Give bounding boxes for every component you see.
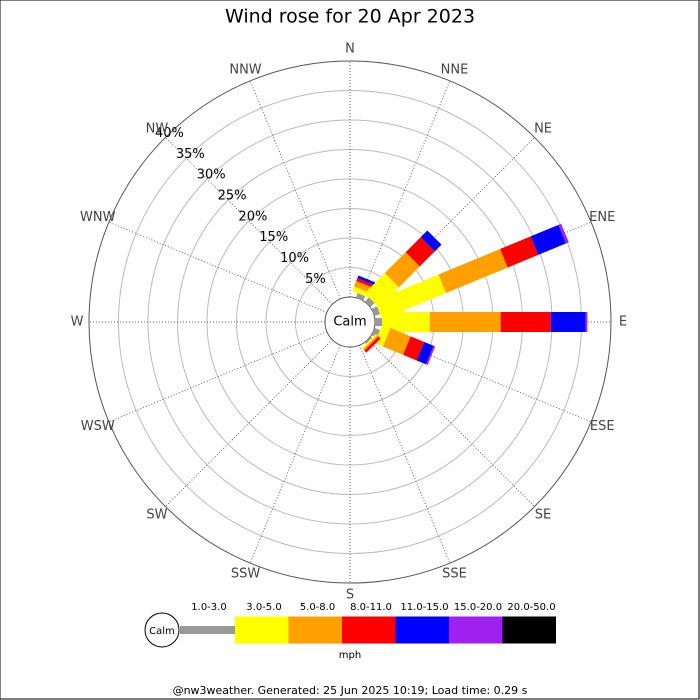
direction-label: WNW xyxy=(80,210,116,225)
unit-label: mph xyxy=(339,650,361,661)
legend-label: 11.0-15.0 xyxy=(400,602,448,613)
r-tick-label: 35% xyxy=(176,147,205,162)
spoke xyxy=(165,137,333,305)
r-tick-label: 20% xyxy=(238,209,267,224)
wind-bar xyxy=(357,275,377,286)
direction-label: W xyxy=(71,315,84,330)
legend-swatch xyxy=(180,626,235,634)
direction-label: ESE xyxy=(590,419,615,434)
direction-label: S xyxy=(346,588,354,603)
wind-bar xyxy=(355,293,366,301)
r-tick-label: 30% xyxy=(197,168,226,183)
wind-bar xyxy=(558,223,569,244)
wind-bar xyxy=(382,327,411,355)
wind-bar xyxy=(438,249,508,293)
grid-ring xyxy=(88,60,612,584)
direction-label: NNE xyxy=(441,62,469,77)
wind-bar xyxy=(420,230,442,252)
wind-bar xyxy=(429,312,501,332)
legend-label: 3.0-5.0 xyxy=(246,602,281,613)
wind-bar xyxy=(550,312,586,332)
direction-label: ENE xyxy=(589,210,615,225)
footer: @nw3weather. Generated: 25 Jun 2025 10:1… xyxy=(173,684,528,697)
wind-bar xyxy=(405,237,435,267)
wind-bar xyxy=(530,224,567,255)
wind-bar xyxy=(384,252,420,288)
wind-bar xyxy=(364,273,399,308)
wind-bar xyxy=(364,297,375,308)
legend-swatch xyxy=(502,616,556,644)
legend-calm-label: Calm xyxy=(149,626,175,637)
direction-label: SSE xyxy=(442,567,467,582)
wind-bar xyxy=(371,306,381,317)
spoke xyxy=(249,80,341,300)
wind-bar xyxy=(382,312,430,332)
r-tick-label: 40% xyxy=(155,126,184,141)
direction-label: SW xyxy=(146,508,167,523)
direction-label: NE xyxy=(534,121,552,136)
spoke xyxy=(359,80,451,300)
r-tick-label: 25% xyxy=(218,189,247,204)
wind-bar xyxy=(585,312,588,332)
wind-bar xyxy=(425,345,436,365)
legend-swatch xyxy=(235,616,289,644)
calm-label: Calm xyxy=(333,315,366,330)
legend-swatch xyxy=(342,616,396,644)
legend-label: 15.0-20.0 xyxy=(454,602,502,613)
wind-bar xyxy=(374,274,447,320)
wind-bar xyxy=(363,335,379,351)
wind-bar xyxy=(364,336,381,353)
direction-label: NNW xyxy=(229,62,261,77)
legend-label: 5.0-8.0 xyxy=(300,602,335,613)
legend-label: 20.0-50.0 xyxy=(507,602,555,613)
wind-bar xyxy=(361,333,378,350)
spoke xyxy=(367,339,535,507)
legend-swatch xyxy=(288,616,342,644)
wind-bar xyxy=(371,327,381,338)
wind-bar xyxy=(500,312,551,332)
legend-label: 1.0-3.0 xyxy=(191,602,226,613)
chart-title: Wind rose for 20 Apr 2023 xyxy=(225,6,475,28)
spoke xyxy=(108,331,328,423)
wind-bar xyxy=(356,278,376,289)
direction-label: NW xyxy=(146,121,169,136)
legend-label: 8.0-11.0 xyxy=(350,602,392,613)
direction-label: E xyxy=(619,315,627,330)
legend-swatch xyxy=(449,616,503,644)
wind-bar xyxy=(500,236,539,268)
r-tick-label: 10% xyxy=(280,251,309,266)
wind-bar xyxy=(403,336,425,361)
legend-swatch xyxy=(395,616,449,644)
wind-bar xyxy=(374,324,391,347)
direction-label: WSW xyxy=(81,419,115,434)
direction-label: SSW xyxy=(231,567,261,582)
direction-label: N xyxy=(345,42,355,57)
wind-bar xyxy=(375,318,383,326)
direction-label: SE xyxy=(535,508,551,523)
wind-bar xyxy=(416,341,434,365)
wind-bar xyxy=(364,336,372,344)
legend-calm xyxy=(144,612,180,648)
spoke xyxy=(249,344,341,564)
spoke xyxy=(165,339,333,507)
spoke xyxy=(108,221,328,313)
spoke xyxy=(359,344,451,564)
r-tick-label: 5% xyxy=(305,272,326,287)
r-tick-label: 15% xyxy=(259,230,288,245)
